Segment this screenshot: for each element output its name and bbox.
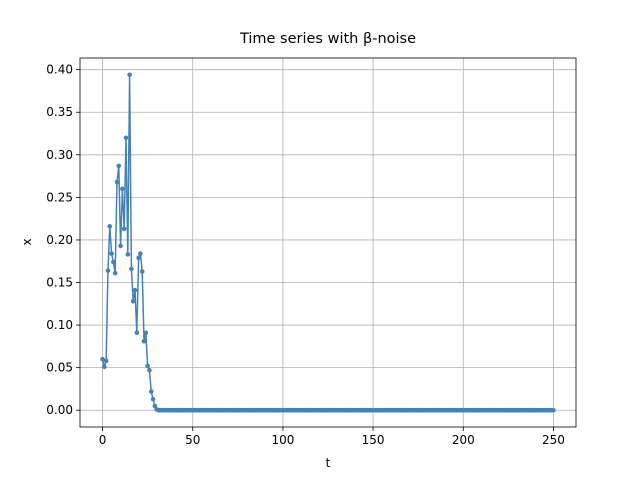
point — [148, 389, 154, 394]
x-tick-label: 250 — [542, 433, 565, 447]
point — [134, 330, 140, 336]
point — [141, 338, 147, 344]
point — [143, 330, 149, 336]
point — [118, 243, 123, 249]
x-tick-label: 150 — [362, 433, 385, 447]
plot-frame — [79, 57, 577, 428]
y-tick-label: 0.15 — [46, 276, 73, 290]
point — [132, 287, 138, 293]
point — [111, 259, 116, 265]
x-tick-label: 0 — [99, 433, 107, 447]
point — [116, 163, 122, 169]
point — [100, 356, 105, 362]
point — [129, 266, 134, 272]
point — [107, 224, 113, 229]
point — [103, 358, 109, 364]
y-axis-label: x — [20, 238, 34, 245]
y-tick-label: 0.00 — [46, 403, 73, 417]
point — [136, 255, 141, 261]
y-tick-label: 0.30 — [46, 148, 73, 162]
point — [109, 251, 114, 256]
x-tick-label: 50 — [185, 433, 200, 447]
point — [127, 72, 132, 78]
chart-title: Time series with β-noise — [239, 31, 416, 47]
point — [125, 252, 131, 257]
point — [152, 403, 158, 409]
point — [121, 226, 127, 232]
y-tick-label: 0.05 — [46, 361, 73, 375]
point — [130, 298, 136, 304]
y-tick-label: 0.25 — [46, 190, 73, 204]
y-tick-label: 0.20 — [46, 233, 73, 247]
y-tick-label: 0.10 — [46, 318, 73, 332]
point — [114, 179, 120, 185]
series-line — [101, 74, 554, 411]
point — [123, 135, 129, 141]
point — [120, 186, 125, 192]
point — [139, 269, 145, 274]
x-tick-label: 200 — [452, 433, 475, 447]
point — [105, 268, 111, 273]
point — [112, 270, 118, 276]
point — [102, 364, 107, 370]
point — [147, 367, 152, 373]
x-tick-label: 100 — [271, 433, 294, 447]
y-tick-label: 0.40 — [46, 63, 73, 77]
point — [145, 363, 150, 369]
point — [150, 396, 156, 402]
point — [138, 251, 143, 256]
point — [551, 407, 556, 413]
y-tick-label: 0.35 — [46, 105, 73, 119]
x-axis-label: t — [326, 456, 331, 470]
